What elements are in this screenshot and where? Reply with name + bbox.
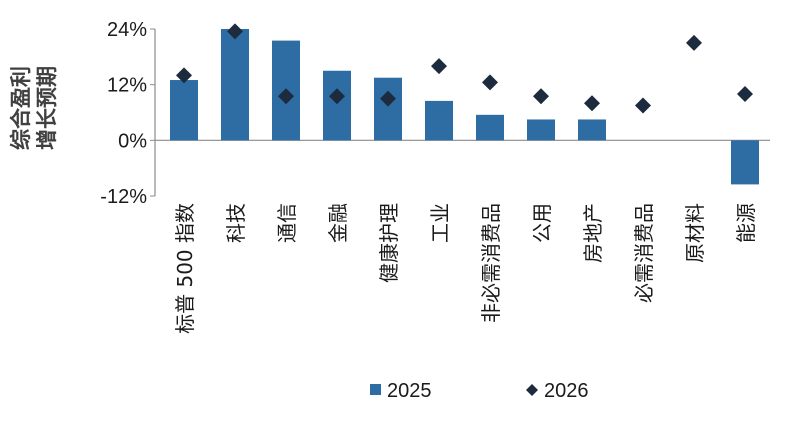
- marker-2026: [431, 58, 447, 75]
- marker-2026: [227, 23, 243, 40]
- y-tick-label: 24%: [107, 19, 147, 41]
- bar-2025: [578, 119, 606, 141]
- marker-2026: [737, 85, 753, 102]
- y-axis-label-line: 综合盈利: [9, 66, 33, 150]
- legend-label-2026: 2026: [544, 380, 589, 402]
- category-labels: 标普 500 指数 科技 通信 金融 健康护理 工业 非必需消费品 公用 房地产 必需消费品 原材料…: [173, 203, 758, 334]
- y-axis-label: 综合盈利 增长预期: [9, 66, 59, 150]
- y-tick-label: 12%: [107, 75, 147, 97]
- axes: [154, 29, 770, 196]
- marker-2026: [686, 34, 702, 51]
- category-label: 必需消费品: [632, 203, 656, 303]
- bar-2025: [476, 114, 504, 141]
- marker-2026: [533, 88, 549, 105]
- marker-2026: [482, 74, 498, 91]
- category-label: 工业: [428, 203, 452, 243]
- bar-2025: [731, 140, 759, 185]
- category-label: 通信: [275, 203, 299, 243]
- bar-2025: [221, 29, 249, 141]
- bar-2025: [170, 80, 198, 141]
- y-tick-label: 0%: [118, 130, 147, 152]
- category-label: 科技: [224, 203, 248, 243]
- legend: 2025 2026: [370, 380, 589, 402]
- bar-2025: [323, 70, 351, 141]
- marker-2026: [380, 90, 396, 107]
- bar-2025: [527, 119, 555, 141]
- y-tick-label: -12%: [100, 186, 147, 208]
- category-label: 标普 500 指数: [173, 203, 197, 334]
- y-axis-ticks: 24% 12% 0% -12%: [100, 19, 155, 208]
- markers-2026: [176, 23, 753, 114]
- bars-2025: [170, 29, 759, 185]
- marker-2026: [584, 95, 600, 112]
- bar-2025: [374, 77, 402, 141]
- marker-2026: [635, 97, 651, 114]
- legend-swatch-2025: [370, 384, 381, 395]
- category-label: 健康护理: [377, 203, 401, 283]
- marker-2026: [176, 67, 192, 84]
- marker-2026: [329, 88, 345, 105]
- bar-2025: [425, 100, 453, 141]
- category-label: 公用: [530, 203, 554, 243]
- category-label: 非必需消费品: [479, 203, 503, 323]
- marker-2026: [278, 88, 294, 105]
- category-label: 能源: [734, 203, 758, 243]
- legend-label-2025: 2025: [387, 380, 432, 402]
- category-label: 原材料: [683, 203, 707, 263]
- y-axis-label-line: 增长预期: [35, 66, 59, 150]
- category-label: 金融: [326, 203, 350, 243]
- legend-swatch-2026: [526, 384, 538, 396]
- category-label: 房地产: [581, 203, 605, 263]
